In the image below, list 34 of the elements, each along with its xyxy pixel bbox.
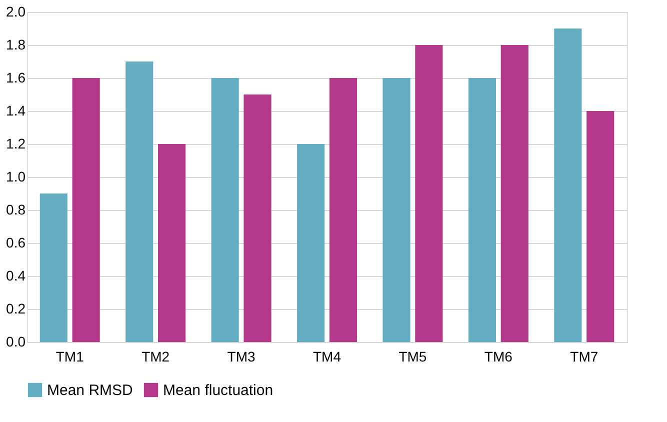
y-tick-label: 0.8 <box>6 202 26 218</box>
legend-label: Mean RMSD <box>47 382 134 399</box>
bar <box>586 111 614 342</box>
y-tick-label: 1.6 <box>6 70 26 86</box>
y-tick-label: 1.4 <box>6 102 26 118</box>
bar <box>329 78 357 342</box>
x-tick-label: TM5 <box>398 348 427 364</box>
x-tick-label: TM3 <box>227 348 256 364</box>
bar <box>40 194 68 342</box>
x-tick-label: TM6 <box>484 348 513 364</box>
bar <box>297 144 325 342</box>
bar <box>158 144 186 342</box>
y-tick-label: 1.0 <box>6 168 26 184</box>
y-tick-label: 1.2 <box>6 136 26 152</box>
bar <box>126 62 154 342</box>
y-tick-label: 0.0 <box>6 334 26 350</box>
x-tick-label: TM2 <box>142 348 170 364</box>
y-tick-label: 0.4 <box>6 268 26 284</box>
bar <box>382 78 410 342</box>
y-tick-label: 1.8 <box>6 36 26 52</box>
bar <box>244 94 272 342</box>
x-tick-label: TM7 <box>570 348 598 364</box>
x-tick-label: TM4 <box>313 348 342 364</box>
y-tick-label: 0.2 <box>6 300 26 316</box>
bar <box>211 78 239 342</box>
bar <box>468 78 496 342</box>
bar <box>72 78 100 342</box>
y-tick-label: 2.0 <box>6 4 26 20</box>
bar <box>415 45 443 342</box>
x-tick-label: TM1 <box>56 348 84 364</box>
legend-label: Mean fluctuation <box>163 382 274 399</box>
y-tick-label: 0.6 <box>6 234 26 250</box>
bar <box>554 28 582 342</box>
bar <box>500 45 528 342</box>
